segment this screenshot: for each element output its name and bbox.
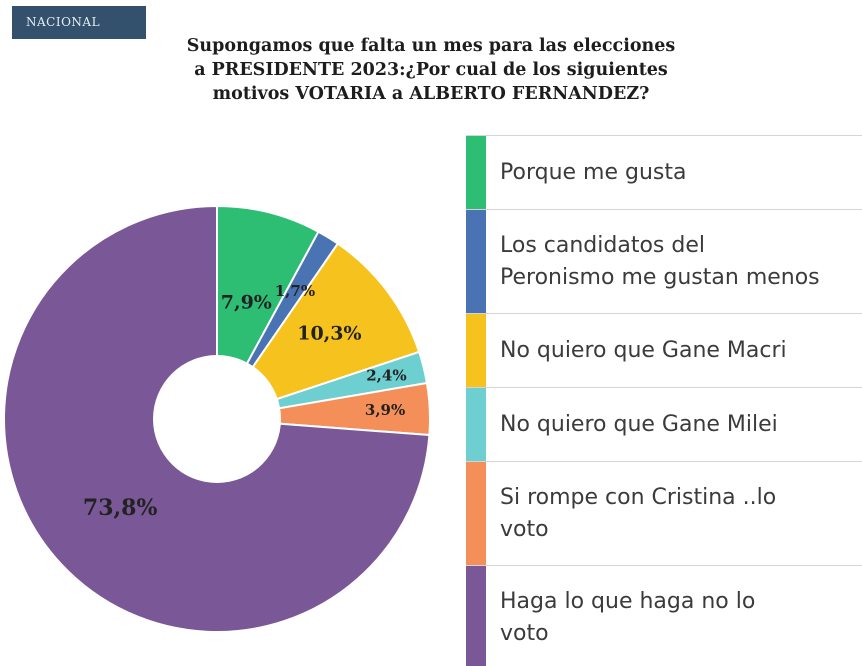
legend-swatch	[466, 566, 486, 666]
slice-value-label: 73,8%	[83, 495, 158, 521]
legend-swatch	[466, 210, 486, 313]
legend-swatch	[466, 462, 486, 565]
chart-legend: Porque me gusta Los candidatos del Peronis…	[466, 135, 862, 666]
slice-value-label: 2,4%	[366, 367, 406, 385]
legend-swatch	[466, 314, 486, 387]
chart-title-line: Supongamos que falta un mes para las ele…	[186, 36, 676, 56]
slice-value-label: 1,7%	[275, 282, 315, 300]
legend-label-line: No quiero que Gane Macri	[500, 337, 787, 363]
legend-item: No quiero que Gane Macri	[466, 314, 862, 388]
legend-item: Los candidatos del Peronismo me gustan me…	[466, 210, 862, 314]
legend-label-line: voto	[500, 620, 549, 646]
donut-hole	[153, 355, 281, 483]
legend-label: Si rompe con Cristina ..lo voto	[486, 482, 776, 546]
legend-item: No quiero que Gane Milei	[466, 388, 862, 462]
legend-label: Haga lo que haga no lo voto	[486, 586, 755, 650]
slice-value-label: 7,9%	[221, 291, 272, 313]
legend-label-line: No quiero que Gane Milei	[500, 411, 778, 437]
chart-title-line: a PRESIDENTE 2023:¿Por cual de los sigui…	[194, 60, 668, 80]
legend-label: No quiero que Gane Milei	[486, 409, 778, 441]
donut-chart: 7,9%1,7% 10,3% 2,4% 3,9% 73,8%	[3, 204, 431, 633]
pie-slice-3	[214, 242, 421, 421]
slice-value-label: 3,9%	[365, 401, 405, 419]
legend-label-line: Haga lo que haga no lo	[500, 588, 756, 614]
legend-label-line: Porque me gusta	[500, 159, 687, 185]
slice-value-label: 10,3%	[297, 323, 361, 345]
legend-label: Los candidatos del Peronismo me gustan me…	[486, 230, 820, 294]
legend-item: Haga lo que haga no lo voto	[466, 566, 862, 666]
legend-item: Porque me gusta	[466, 136, 862, 210]
legend-label-line: voto	[500, 516, 549, 542]
legend-label: No quiero que Gane Macri	[486, 335, 787, 367]
legend-label: Porque me gusta	[486, 157, 686, 189]
legend-label-line: Peronismo me gustan menos	[500, 264, 820, 290]
section-badge: NACIONAL	[12, 6, 146, 39]
legend-item: Si rompe con Cristina ..lo voto	[466, 462, 862, 566]
chart-title: Supongamos que falta un mes para las ele…	[150, 34, 712, 106]
legend-label-line: Los candidatos del	[500, 232, 705, 258]
legend-swatch	[466, 388, 486, 461]
chart-title-line: motivos VOTARIA a ALBERTO FERNANDEZ?	[212, 84, 650, 104]
legend-label-line: Si rompe con Cristina ..lo	[500, 484, 777, 510]
legend-swatch	[466, 136, 486, 209]
